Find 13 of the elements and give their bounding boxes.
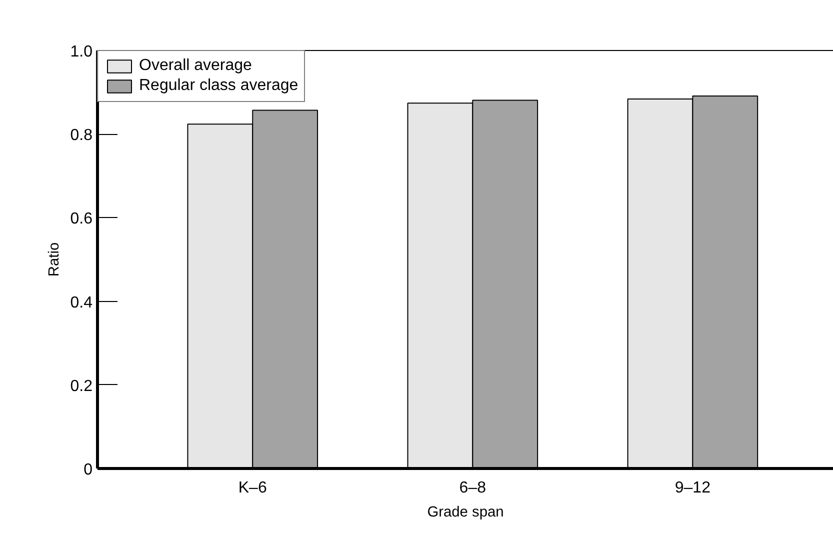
legend-label: Regular class average (139, 77, 298, 95)
x-tick-label: 9–12 (674, 480, 711, 496)
y-tick-label: 0.8 (70, 127, 93, 144)
legend-label: Overall average (139, 57, 252, 75)
y-axis-title: Ratio (46, 242, 62, 277)
y-tick-label: 1.0 (70, 44, 93, 60)
x-axis-title: Grade span (427, 504, 504, 520)
y-tick-label: 0 (84, 462, 93, 478)
y-tick-label: 0.4 (70, 294, 93, 312)
x-tick-label: 6–8 (459, 480, 486, 496)
y-tick-label: 0.6 (70, 210, 93, 228)
y-tick-label: 0.2 (70, 378, 93, 395)
x-tick-label: K–6 (238, 480, 267, 496)
